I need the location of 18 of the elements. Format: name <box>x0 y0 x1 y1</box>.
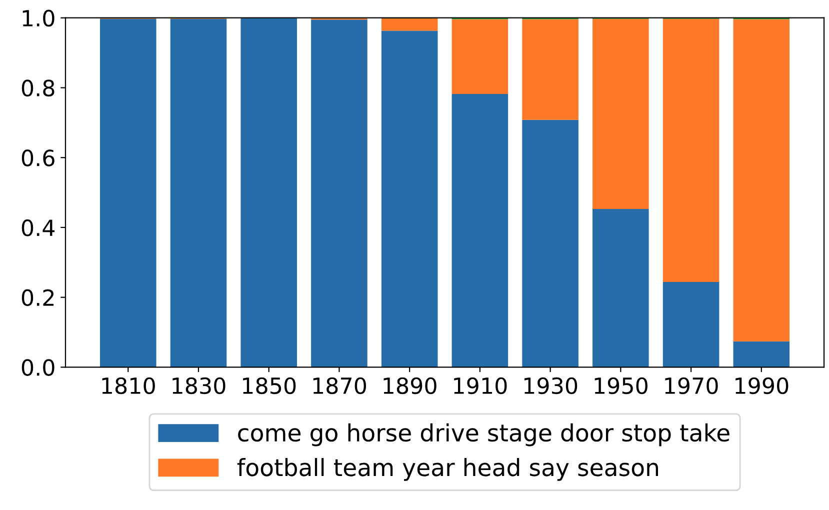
x-tick-label: 1850 <box>243 377 296 394</box>
x-tick-label: 1870 <box>313 377 366 394</box>
y-tick-label: 0.8 <box>22 80 54 96</box>
legend-label: football team year head say season <box>237 458 658 481</box>
legend-label: come go horse drive stage door stop take <box>238 423 730 446</box>
x-tick-label: 1970 <box>665 377 718 394</box>
x-tick-label: 1950 <box>594 377 648 394</box>
x-tick-label: 1910 <box>454 377 507 394</box>
x-tick-label: 1830 <box>172 377 226 394</box>
y-tick-label: 0.2 <box>22 289 54 306</box>
y-tick-label: 0.0 <box>22 359 54 376</box>
y-tick-label: 0.6 <box>22 150 54 166</box>
x-tick-label: 1930 <box>524 377 578 394</box>
y-tick-label: 1.0 <box>22 10 54 27</box>
x-tick-label: 1890 <box>384 377 436 394</box>
x-tick-label: 1810 <box>102 377 155 394</box>
x-tick-label: 1990 <box>736 377 788 394</box>
y-tick-label: 0.4 <box>22 219 55 236</box>
